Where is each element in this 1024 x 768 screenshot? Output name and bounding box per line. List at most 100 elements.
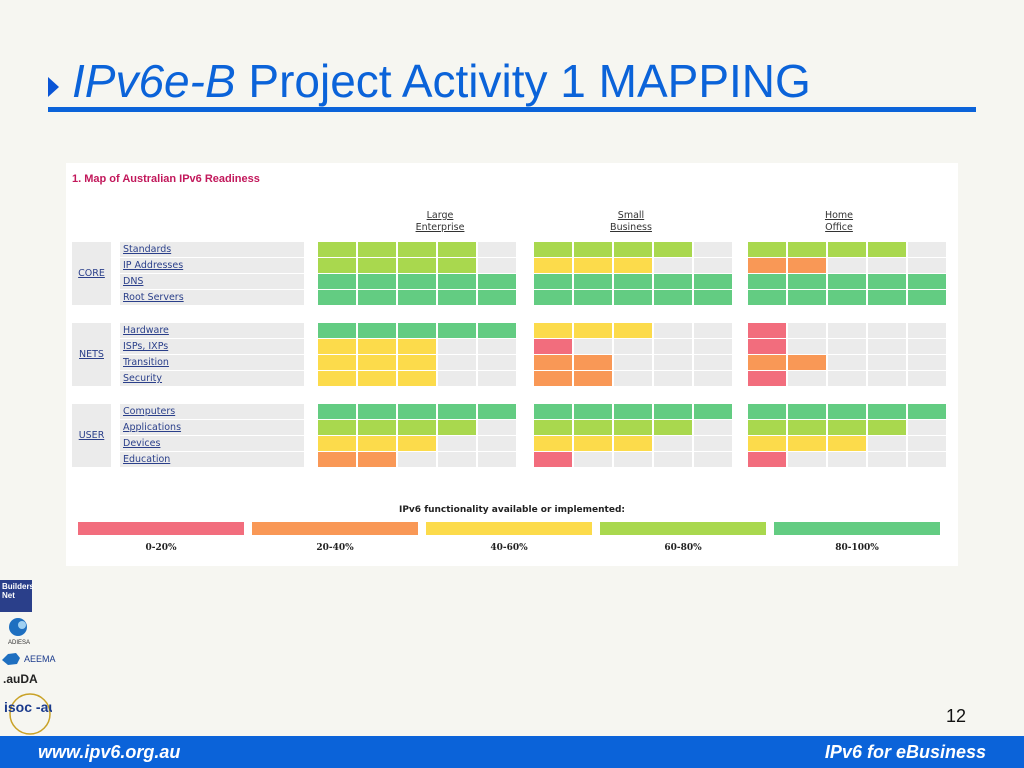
column-header-home-office: Home Office: [779, 210, 899, 234]
readiness-cell: [654, 274, 692, 289]
row-label[interactable]: Hardware: [120, 323, 304, 338]
readiness-cell: [534, 339, 572, 354]
readiness-cell: [748, 452, 786, 467]
readiness-cells: [748, 323, 946, 338]
readiness-cell: [478, 323, 516, 338]
readiness-cell: [828, 242, 866, 257]
isoc-au-logo-graphic: isoc -au: [4, 693, 57, 735]
readiness-cells: [748, 290, 946, 305]
row-label[interactable]: ISPs, IXPs: [120, 339, 304, 354]
readiness-cell: [828, 339, 866, 354]
group-label[interactable]: CORE: [72, 242, 111, 305]
readiness-cell: [694, 290, 732, 305]
readiness-cells: [748, 452, 946, 467]
readiness-cell: [358, 323, 396, 338]
row-label[interactable]: Computers: [120, 404, 304, 419]
row-label[interactable]: Applications: [120, 420, 304, 435]
aeema-logo-graphic: AEEMA: [2, 653, 56, 665]
readiness-cell: [438, 242, 476, 257]
readiness-cell: [828, 355, 866, 370]
row-label[interactable]: Education: [120, 452, 304, 467]
readiness-cell: [868, 274, 906, 289]
readiness-cell: [574, 339, 612, 354]
readiness-cell: [318, 290, 356, 305]
readiness-cell: [614, 339, 652, 354]
table-row: Education: [72, 452, 952, 467]
readiness-cell: [654, 404, 692, 419]
readiness-cell: [908, 436, 946, 451]
row-label[interactable]: Devices: [120, 436, 304, 451]
row-label[interactable]: Transition: [120, 355, 304, 370]
readiness-cell: [478, 242, 516, 257]
readiness-cell: [908, 452, 946, 467]
readiness-cell: [398, 290, 436, 305]
auda-logo-graphic: .auDA: [3, 672, 38, 686]
builders-net-logo: Builders Net: [0, 580, 34, 612]
group-label[interactable]: NETS: [72, 323, 111, 386]
readiness-cell: [748, 323, 786, 338]
readiness-cell: [358, 339, 396, 354]
row-label[interactable]: Security: [120, 371, 304, 386]
footer-tagline: IPv6 for eBusiness: [824, 742, 986, 762]
readiness-cell: [654, 420, 692, 435]
readiness-cells: [748, 436, 946, 451]
readiness-cells: [318, 258, 516, 273]
readiness-cell: [318, 452, 356, 467]
table-row: Hardware: [72, 323, 952, 338]
readiness-cell: [574, 452, 612, 467]
readiness-cell: [748, 436, 786, 451]
readiness-cell: [908, 258, 946, 273]
table-row: Applications: [72, 420, 952, 435]
readiness-cell: [438, 258, 476, 273]
readiness-cell: [654, 371, 692, 386]
readiness-cell: [318, 355, 356, 370]
australia-map-icon: [2, 653, 20, 665]
readiness-cell: [828, 404, 866, 419]
readiness-cell: [908, 404, 946, 419]
readiness-cell: [438, 404, 476, 419]
readiness-cell: [614, 371, 652, 386]
table-row: IP Addresses: [72, 258, 952, 273]
legend-swatch: [600, 522, 766, 535]
readiness-cells: [534, 339, 732, 354]
table-row: DNS: [72, 274, 952, 289]
row-label[interactable]: Root Servers: [120, 290, 304, 305]
row-label[interactable]: IP Addresses: [120, 258, 304, 273]
readiness-cell: [358, 258, 396, 273]
readiness-cell: [694, 339, 732, 354]
readiness-cell: [828, 290, 866, 305]
readiness-cell: [788, 339, 826, 354]
title-italic-part: IPv6e-B: [72, 55, 236, 107]
readiness-cell: [654, 436, 692, 451]
readiness-cell: [654, 355, 692, 370]
readiness-cell: [748, 420, 786, 435]
row-label[interactable]: DNS: [120, 274, 304, 289]
isoc-au-logo: isoc -au: [0, 692, 57, 736]
readiness-cell: [574, 371, 612, 386]
readiness-cell: [574, 258, 612, 273]
readiness-cell: [868, 339, 906, 354]
table-row: Standards: [72, 242, 952, 257]
readiness-cell: [478, 452, 516, 467]
readiness-cell: [398, 242, 436, 257]
adiesa-logo: ADIESA: [0, 616, 46, 646]
readiness-cell: [694, 420, 732, 435]
footer-url[interactable]: www.ipv6.org.au: [38, 742, 181, 762]
readiness-cell: [908, 371, 946, 386]
auda-logo: .auDA: [0, 670, 64, 688]
readiness-cell: [534, 371, 572, 386]
readiness-cell: [828, 258, 866, 273]
readiness-cells: [318, 323, 516, 338]
readiness-cell: [788, 323, 826, 338]
readiness-cells: [534, 404, 732, 419]
readiness-cell: [398, 452, 436, 467]
readiness-cell: [438, 355, 476, 370]
readiness-cell: [614, 258, 652, 273]
readiness-cell: [358, 436, 396, 451]
group-label[interactable]: USER: [72, 404, 111, 467]
readiness-cell: [908, 323, 946, 338]
readiness-cell: [788, 355, 826, 370]
readiness-cell: [694, 436, 732, 451]
readiness-cell: [788, 258, 826, 273]
row-label[interactable]: Standards: [120, 242, 304, 257]
